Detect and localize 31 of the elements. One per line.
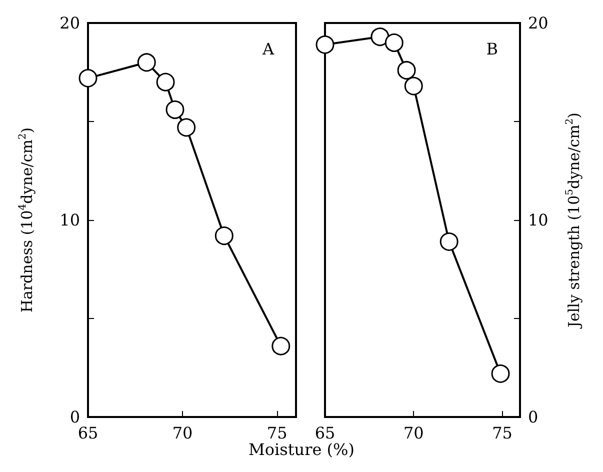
point — [214, 226, 234, 246]
point — [166, 100, 184, 119]
x-tick-label: 70 — [172, 424, 193, 442]
annotation: B — [486, 40, 498, 58]
y-axis-title: Hardness (104dyne/cm2) — [18, 127, 36, 313]
point — [491, 364, 510, 383]
point — [316, 35, 334, 54]
point — [78, 68, 98, 88]
point — [272, 336, 290, 356]
y-tick-label: 20 — [60, 14, 80, 32]
y2-tick-label: 20 — [528, 14, 548, 32]
x-tick-label: 65 — [78, 424, 98, 442]
y2-tick-label: 0 — [528, 408, 538, 426]
point — [137, 53, 156, 72]
point — [384, 33, 404, 52]
point — [177, 118, 196, 137]
x-axis-title: Moisture (%) — [248, 440, 354, 459]
y2-tick-label: 10 — [528, 210, 548, 230]
point — [404, 76, 423, 96]
point — [156, 72, 175, 92]
x-tick-label: 75 — [266, 424, 288, 442]
y-tick-label: 10 — [60, 210, 80, 230]
y-tick-label: 0 — [70, 408, 80, 426]
x-tick-label: 75 — [492, 424, 512, 442]
y2-axis-title: Jelly strength (105dyne/cm2) — [564, 112, 583, 330]
point — [397, 61, 416, 80]
annotation: A — [261, 40, 274, 58]
x-tick-label: 70 — [403, 424, 424, 442]
point — [440, 232, 458, 251]
point — [370, 28, 390, 46]
x-tick-label: 65 — [314, 424, 336, 442]
